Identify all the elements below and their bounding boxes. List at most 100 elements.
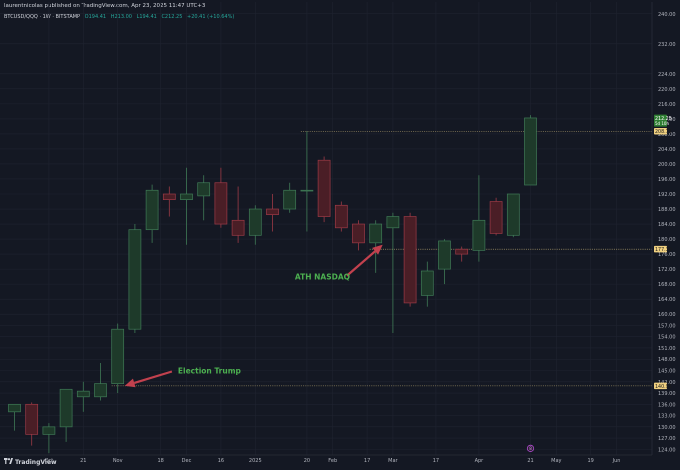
y-tick-label: 204.00 [658,147,676,153]
annotation-arrow-head [124,378,136,388]
candle-body [8,403,21,413]
candle-body [352,223,365,244]
candle[interactable] [248,205,262,245]
x-tick-label: Oct [45,458,54,464]
price-tag-value: 177.30 [655,247,672,253]
candle[interactable] [214,167,228,228]
candle[interactable] [489,197,503,236]
x-tick-label: 17 [433,458,439,464]
candle-body [76,390,90,398]
candle[interactable] [369,220,383,273]
y-tick-label: 160.00 [658,312,676,318]
candle[interactable] [524,115,537,186]
price-tag: 208.71 [654,127,672,135]
y-tick-label: 142.00 [658,380,676,386]
candle-body [25,403,39,435]
candle-body [300,189,314,192]
candle-body [231,219,245,236]
event-marker[interactable]: 8 [526,444,535,452]
y-tick-label: 220.00 [658,87,676,93]
candle-body [524,117,537,186]
candle[interactable] [472,175,486,262]
x-tick-label: Feb [328,458,337,464]
candle[interactable] [317,156,331,223]
y-tick-label: 192.00 [658,192,676,198]
candle-body [59,388,73,428]
annotation[interactable]: Election Trump [124,367,242,388]
candle-body [180,193,193,200]
y-tick-label: 208.00 [658,132,676,138]
candle[interactable] [455,246,469,262]
candle-body [403,216,417,304]
candle[interactable] [145,184,159,243]
candle[interactable] [8,403,21,431]
price-axis: 240.00232.00224.00220.00216.00212.00208.… [651,2,676,455]
candle-body [455,248,469,255]
time-axis: Oct 21 Nov 18 Dec 16 2025 20 Feb 17 Mar 17 Apr 21 May 1… [0,444,652,464]
candle[interactable] [420,261,434,307]
y-tick-label: 216.00 [658,102,676,108]
candle[interactable] [180,167,193,245]
publish-info: laurentnicolas published on TradingView.… [4,3,206,9]
y-tick-label: 157.00 [658,323,676,329]
x-tick-label: 2025 [249,458,262,464]
candle[interactable] [197,175,211,221]
annotation-arrow-shaft [346,250,376,277]
y-tick-label: 130.00 [658,425,676,431]
annotation[interactable]: ATH NASDAQ [295,244,383,282]
annotation-arrow-head [372,244,383,255]
candle-body [94,383,107,398]
symbol-label[interactable]: BTCUSD/QQQ · 1W · BITSTAMP [4,14,81,20]
candle-body [317,159,331,217]
annotation-label: ATH NASDAQ [295,273,350,282]
candle[interactable] [128,224,142,333]
candle[interactable] [283,182,297,213]
candle[interactable] [231,186,245,243]
candle-body [334,204,348,229]
y-tick-label: 172.00 [658,267,676,273]
candle-body [283,189,297,210]
annotation-label: Election Trump [178,367,242,376]
candle[interactable] [94,362,107,401]
candle[interactable] [162,186,176,217]
candle-body [197,182,211,197]
candle[interactable] [506,193,520,238]
y-tick-label: 127.00 [658,436,676,442]
y-tick-label: 224.00 [658,72,676,78]
y-tick-label: 168.00 [658,282,676,288]
price-tag-bg [654,245,667,253]
candle[interactable] [59,388,73,442]
candle[interactable] [403,212,417,307]
price-tag-value: 140.91 [655,384,672,390]
candle[interactable] [76,381,90,412]
candle[interactable] [300,131,314,232]
y-tick-label: 164.00 [658,297,676,303]
candle[interactable] [266,194,279,232]
y-tick-label: 154.00 [658,335,676,341]
price-tag-value: 212.25 [655,116,672,122]
candle[interactable] [42,423,56,454]
candle-body [420,270,434,296]
candle-body [489,201,503,234]
candle[interactable] [386,212,400,333]
candle[interactable] [334,201,348,232]
candle[interactable] [438,239,451,285]
candle[interactable] [352,220,365,251]
y-tick-label: 240.00 [658,12,676,18]
x-tick-label: 19 [588,458,594,464]
price-tag-bg [654,114,667,127]
ohlc-open: O194.41 [84,14,107,20]
candle-body [472,219,486,251]
candle[interactable] [25,402,39,446]
candle-body [386,216,400,229]
y-tick-label: 136.00 [658,402,676,408]
tradingview-brand[interactable]: TradingView [4,458,57,466]
price-tag-bg [654,382,667,390]
candle-body [111,328,125,384]
candle[interactable] [111,323,125,394]
y-tick-label: 139.00 [658,391,676,397]
price-tag-value: 208.71 [655,129,672,135]
